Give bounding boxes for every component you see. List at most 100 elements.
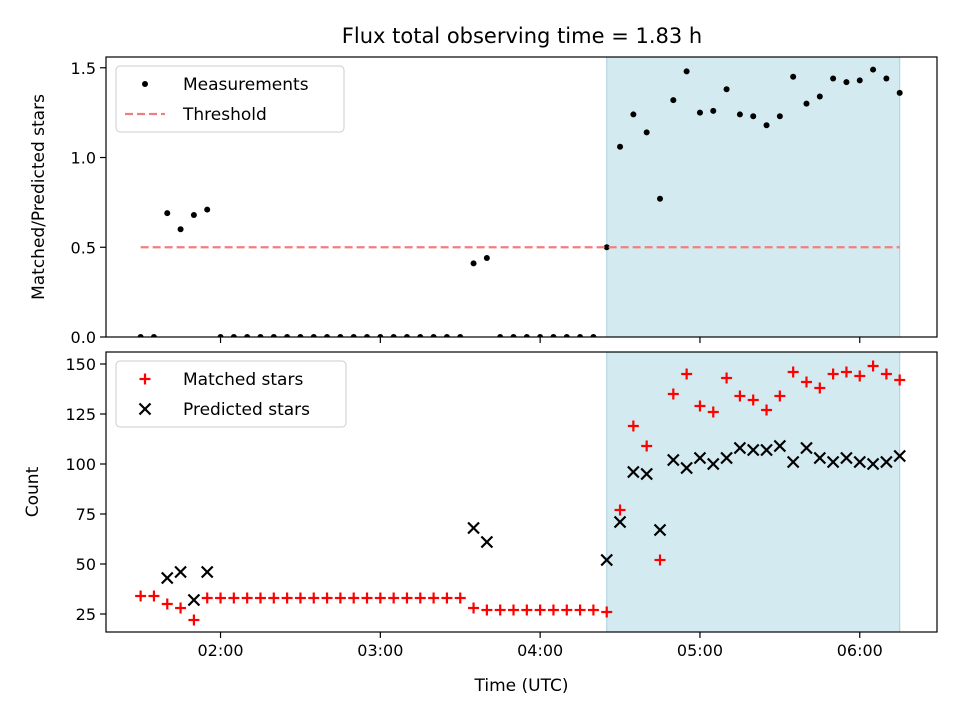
data-point — [148, 590, 160, 602]
legend-marker — [139, 373, 151, 385]
data-point — [600, 553, 614, 567]
legend-item: Matched stars — [139, 370, 303, 390]
data-point — [550, 334, 557, 337]
data-point — [534, 604, 546, 616]
data-point — [760, 443, 773, 457]
data-point — [683, 68, 690, 75]
data-point — [721, 372, 733, 384]
data-point — [480, 535, 494, 549]
data-point — [414, 592, 426, 604]
data-point — [670, 97, 677, 104]
data-point — [710, 107, 717, 114]
data-point — [654, 554, 666, 566]
data-point — [827, 368, 839, 380]
data-point — [374, 592, 386, 604]
data-point — [617, 143, 624, 150]
y-tick-label: 0.5 — [71, 238, 96, 257]
data-point — [640, 467, 653, 481]
data-point — [843, 79, 850, 86]
data-point — [350, 334, 357, 337]
data-point — [747, 394, 759, 406]
data-point — [417, 334, 424, 337]
data-point — [870, 66, 877, 73]
data-point — [840, 451, 853, 465]
data-point — [521, 604, 533, 616]
series-measurements — [137, 66, 903, 337]
y-axis-label: Count — [23, 466, 43, 517]
y-tick-label: 0.0 — [71, 328, 96, 347]
shaded-region — [606, 56, 901, 338]
data-point — [883, 75, 890, 82]
data-point — [696, 109, 703, 116]
data-point — [401, 592, 413, 604]
data-point — [441, 592, 453, 604]
data-point — [774, 390, 786, 402]
data-point — [215, 592, 227, 604]
data-point — [468, 602, 480, 614]
data-point — [508, 604, 520, 616]
axes-frame — [105, 351, 938, 633]
data-point — [694, 400, 706, 412]
x-tick-label: 02:00 — [197, 641, 243, 660]
data-point — [856, 77, 863, 84]
data-point — [497, 334, 504, 337]
plot-area — [135, 360, 906, 626]
data-point — [135, 590, 147, 602]
data-point — [361, 592, 373, 604]
data-point — [200, 565, 214, 579]
data-point — [590, 334, 597, 337]
data-point — [150, 334, 157, 337]
data-point — [643, 129, 650, 136]
series-matched-stars — [135, 360, 906, 626]
data-point — [734, 390, 746, 402]
data-point — [281, 592, 293, 604]
data-point — [337, 334, 344, 337]
data-point — [164, 210, 171, 217]
x-tick-label: 05:00 — [677, 641, 723, 660]
data-point — [174, 565, 187, 579]
data-point — [587, 604, 599, 616]
data-point — [190, 211, 197, 218]
data-point — [470, 260, 477, 267]
data-point — [537, 334, 544, 337]
data-point — [241, 592, 253, 604]
data-point — [563, 334, 570, 337]
data-point — [786, 455, 800, 469]
legend-label: Threshold — [182, 105, 267, 125]
data-point — [270, 334, 277, 337]
data-point — [866, 457, 880, 471]
data-point — [706, 457, 720, 471]
data-point — [204, 206, 211, 213]
y-tick-label: 125 — [65, 405, 96, 424]
legend-box — [115, 360, 347, 428]
data-point — [630, 111, 637, 118]
data-point — [294, 592, 306, 604]
data-point — [681, 368, 693, 380]
data-point — [390, 334, 397, 337]
data-point — [761, 404, 773, 416]
data-point — [160, 571, 174, 585]
y-axis: 0.0 0.5 1.0 1.5 — [71, 59, 106, 347]
bottom-panel: 25 50 75 100 125 150 02:00 03:00 04:00 05:00 06:00… — [23, 351, 938, 696]
data-point — [561, 604, 573, 616]
legend-marker — [138, 402, 152, 416]
legend-label: Matched stars — [183, 370, 303, 390]
data-point — [481, 604, 493, 616]
data-point — [614, 504, 626, 516]
data-point — [880, 368, 892, 380]
data-point — [787, 366, 799, 378]
legend-label: Predicted stars — [183, 400, 310, 420]
data-point — [483, 255, 490, 262]
data-point — [467, 521, 480, 535]
data-point — [523, 334, 530, 337]
x-tick-label: 03:00 — [357, 641, 403, 660]
data-point — [574, 604, 586, 616]
y-axis: 25 50 75 100 125 150 — [65, 355, 106, 624]
data-point — [746, 443, 760, 457]
data-point — [244, 334, 251, 337]
data-point — [577, 334, 584, 337]
data-point — [388, 592, 400, 604]
data-point — [826, 455, 840, 469]
data-point — [667, 453, 680, 467]
data-point — [454, 592, 466, 604]
